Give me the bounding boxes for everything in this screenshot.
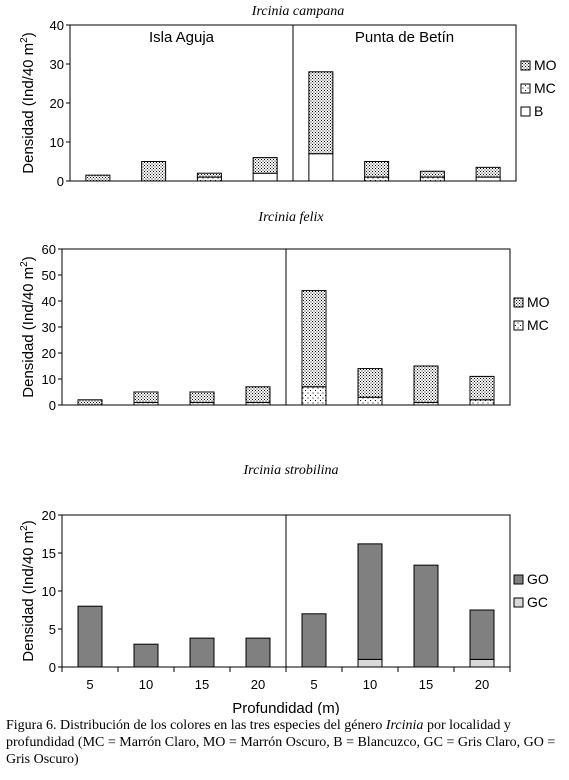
x-tick-label: 15 (195, 677, 209, 692)
y-tick-label: 40 (42, 294, 56, 309)
x-tick-label: 10 (139, 677, 153, 692)
y-tick-label: 0 (57, 174, 64, 189)
bar-go-6 (357, 543, 383, 660)
bar-mo-4 (245, 386, 271, 403)
bar-mo-8 (469, 375, 495, 401)
y-tick-label: 40 (50, 18, 64, 33)
legend-swatch-b (520, 106, 531, 117)
figure-6: Ircinia campana Isla Aguja Punta de Betín 0… (19, 4, 557, 715)
bar-mo-6 (364, 161, 390, 178)
panel-title: Ircinia felix (257, 210, 324, 225)
y-tick-label: 30 (42, 320, 56, 335)
legend-label-mo: MO (527, 294, 550, 310)
bar-mo-6 (357, 368, 383, 398)
bar-mo-7 (413, 365, 439, 403)
legend-label-mo: MO (534, 57, 557, 73)
panel-title: Ircinia strobilina (242, 463, 338, 478)
legend-swatch-go (513, 574, 524, 585)
bar-mo-2 (141, 161, 167, 182)
legend-label-gc: GC (527, 594, 548, 610)
x-tick-label: 20 (475, 677, 489, 692)
bar-mc-5 (301, 386, 327, 406)
y-tick-label: 0 (49, 660, 56, 675)
bar-mo-3 (189, 391, 215, 403)
bar-go-2 (133, 643, 159, 668)
caption-text-pre: Figura 6. Distribución de los colores en… (6, 718, 386, 733)
bar-go-7 (413, 564, 439, 668)
legend-label-mc: MC (527, 317, 549, 333)
bar-go-3 (189, 637, 215, 668)
x-tick-label: 10 (363, 677, 377, 692)
y-tick-label: 10 (42, 584, 56, 599)
chart-panel-2: Ircinia felix 0 10 20 30 40 50 60 Densidad (Ind/… (19, 210, 550, 413)
bar-mo-1 (85, 174, 111, 182)
bar-mc-7 (419, 176, 445, 182)
bar-b-5 (308, 153, 334, 182)
x-tick-label: 20 (251, 677, 265, 692)
y-axis-label: Densidad (Ind/40 m2) (19, 32, 37, 173)
y-axis-label: Densidad (Ind/40 m2) (19, 256, 37, 397)
bar-mc-6 (364, 176, 390, 182)
chart-panel-3: Ircinia strobilina 0 5 10 15 20 Densidad (Ind/… (19, 463, 549, 715)
bar-mo-5 (301, 290, 327, 388)
bar-mo-8 (475, 166, 501, 178)
y-tick-label: 60 (42, 242, 56, 257)
y-tick-label: 10 (50, 135, 64, 150)
bar-mo-1 (77, 399, 103, 406)
bar-mo-2 (133, 391, 159, 403)
legend-label-mc: MC (534, 80, 556, 96)
legend-label-b: B (534, 103, 543, 119)
bar-mo-4 (252, 157, 278, 174)
bar-go-8 (469, 609, 495, 660)
x-tick-label: 5 (310, 677, 317, 692)
bar-gc-6 (357, 658, 383, 668)
x-tick-label: 15 (419, 677, 433, 692)
x-axis-label: Profundidad (m) (232, 700, 340, 715)
y-tick-label: 10 (42, 372, 56, 387)
y-tick-label: 50 (42, 268, 56, 283)
bar-mc-6 (357, 396, 383, 406)
location-label: Isla Aguja (149, 29, 215, 46)
legend-label-go: GO (527, 571, 549, 587)
y-tick-label: 0 (49, 398, 56, 413)
bar-go-4 (245, 637, 271, 668)
bar-mc-8 (469, 399, 495, 406)
bar-gc-8 (469, 658, 495, 668)
bar-b-8 (475, 176, 501, 182)
bar-mo-3 (196, 172, 222, 178)
bar-mc-3 (196, 176, 222, 182)
x-tick-label: 5 (86, 677, 93, 692)
y-axis-label: Densidad (Ind/40 m2) (19, 520, 37, 661)
y-tick-label: 5 (49, 622, 56, 637)
legend-swatch-mc (520, 83, 531, 94)
panel-title: Ircinia campana (251, 4, 344, 19)
legend-swatch-gc (513, 597, 524, 608)
bar-mo-7 (419, 170, 445, 178)
bar-mo-5 (308, 71, 334, 155)
bar-b-4 (252, 172, 278, 182)
y-tick-label: 20 (42, 508, 56, 523)
bar-go-1 (77, 605, 103, 668)
legend-swatch-mc (513, 320, 524, 331)
caption-text-post: por localidad y profundidad (MC = Marrón… (6, 718, 556, 767)
caption-genus: Ircinia (385, 718, 424, 733)
legend-swatch-mo (520, 60, 531, 71)
y-tick-label: 15 (42, 546, 56, 561)
bar-go-5 (301, 613, 327, 668)
chart-panel-1: Ircinia campana Isla Aguja Punta de Betín 0… (19, 4, 557, 189)
location-label: Punta de Betín (355, 29, 454, 46)
y-tick-label: 20 (50, 96, 64, 111)
figure-caption: Figura 6. Distribución de los colores en… (6, 717, 562, 768)
legend-swatch-mo (513, 297, 524, 308)
y-tick-label: 30 (50, 57, 64, 72)
y-tick-label: 20 (42, 346, 56, 361)
